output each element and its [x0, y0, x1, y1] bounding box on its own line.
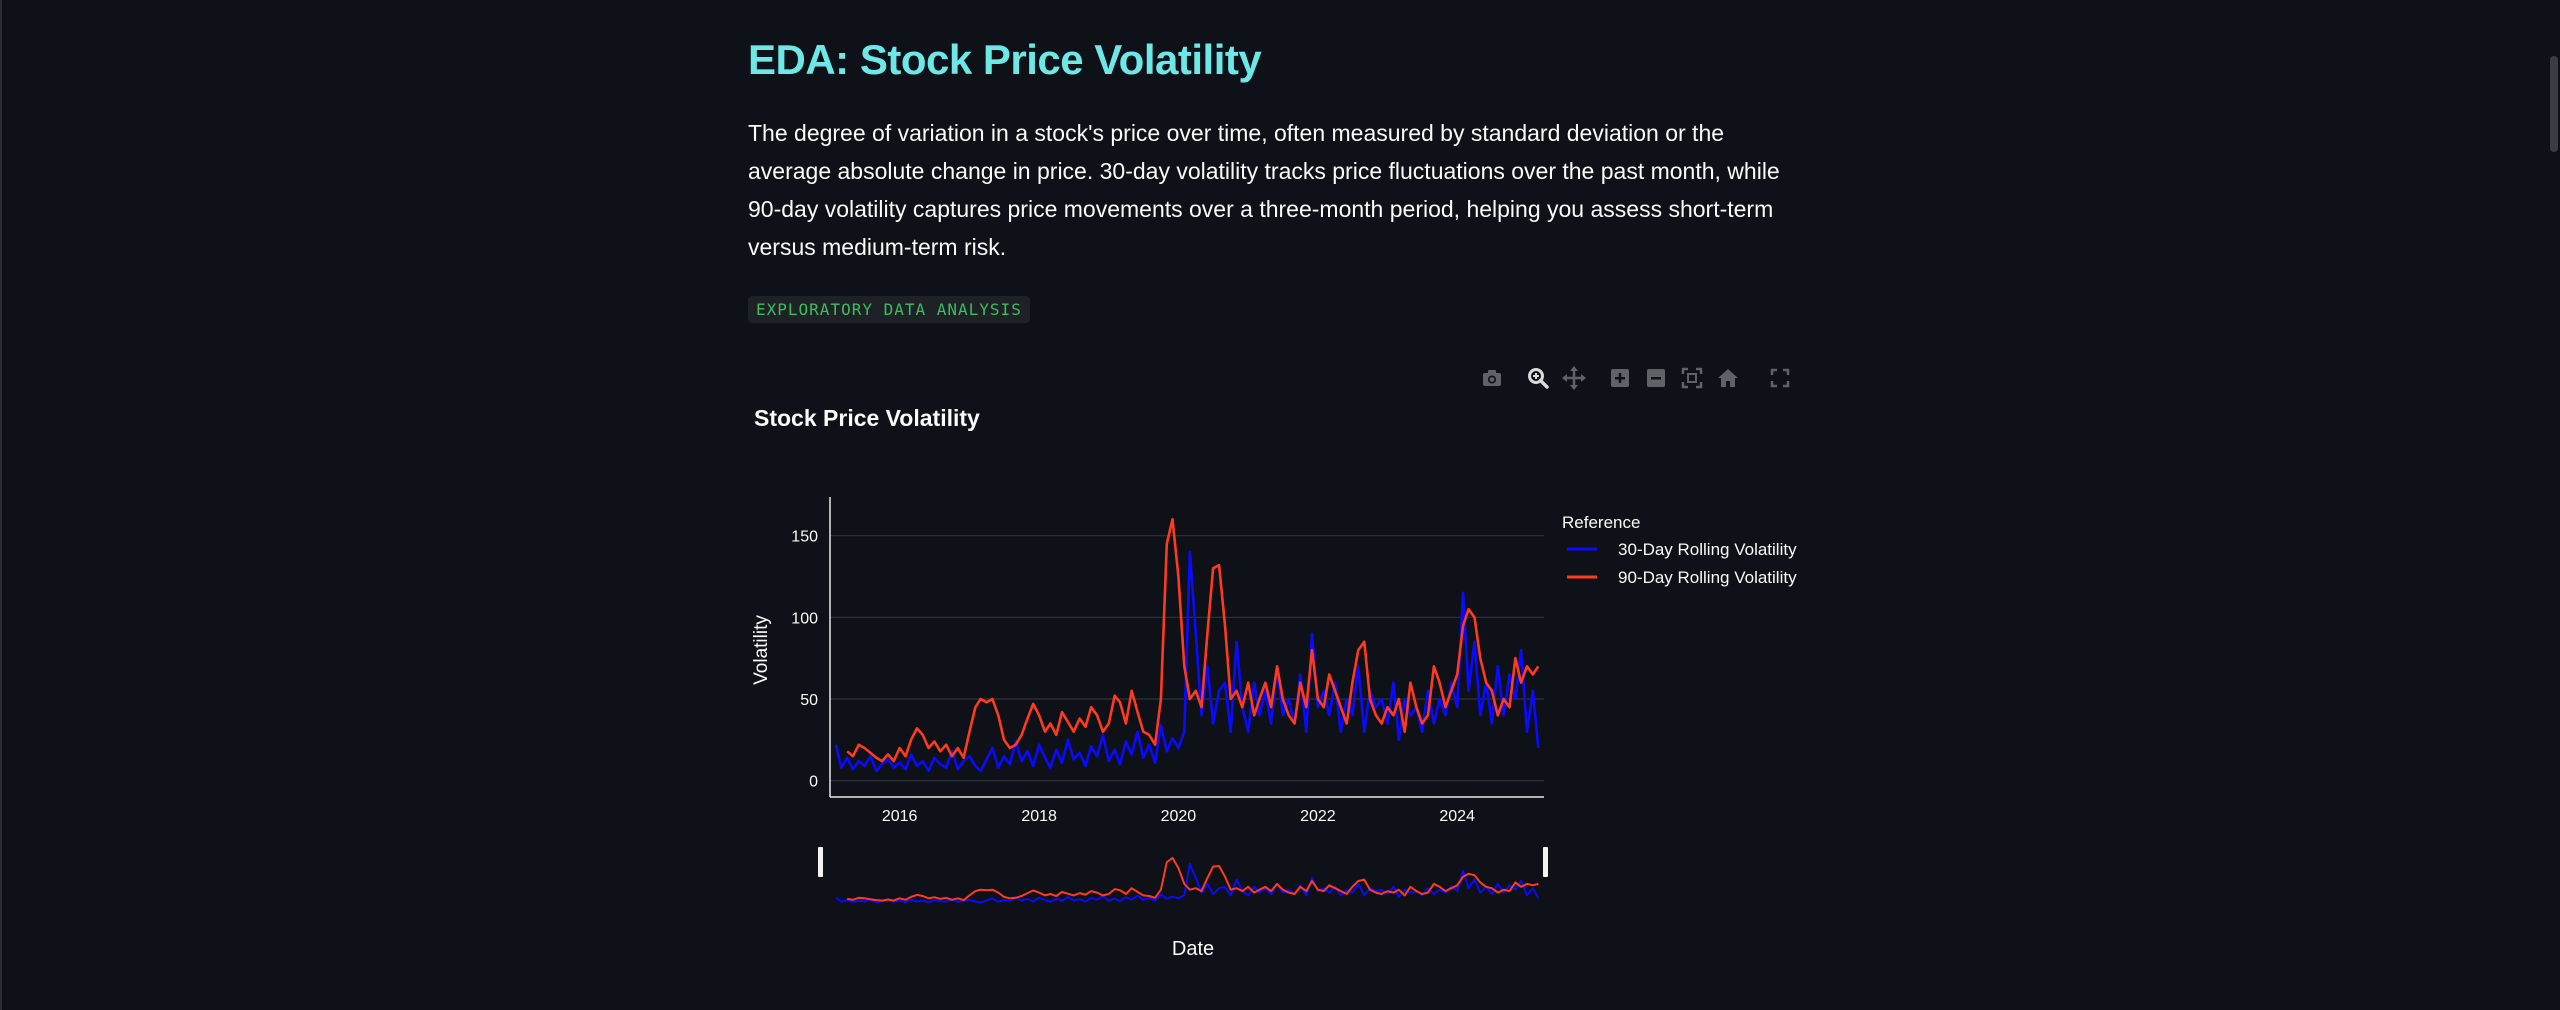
page-scrollbar[interactable] — [2546, 0, 2560, 1010]
series-line-30-day — [836, 552, 1538, 771]
autoscale-icon[interactable] — [1678, 364, 1706, 392]
legend-label-30-day: 30-Day Rolling Volatility — [1618, 540, 1797, 559]
chart-svg: Stock Price Volatility 0 50 100 150 2016 2018… — [742, 395, 1822, 975]
volatility-chart[interactable]: Stock Price Volatility 0 50 100 150 2016 2018… — [742, 395, 1822, 975]
series-layer — [836, 519, 1538, 771]
y-tick-label-150: 150 — [791, 529, 818, 546]
zoom-out-icon[interactable] — [1642, 364, 1670, 392]
zoom-in-icon[interactable] — [1606, 364, 1634, 392]
x-axis-label: Date — [1172, 938, 1214, 960]
x-tick-label-2020: 2020 — [1161, 808, 1197, 825]
legend[interactable]: Reference 30-Day Rolling Volatility 90-D… — [1562, 513, 1797, 587]
legend-title: Reference — [1562, 513, 1640, 532]
home-icon[interactable] — [1714, 364, 1742, 392]
camera-icon[interactable] — [1478, 364, 1506, 392]
y-axis-label: Volatility — [751, 615, 772, 685]
slider-line-30-day — [836, 864, 1538, 903]
x-tick-label-2024: 2024 — [1439, 808, 1475, 825]
x-tick-label-2016: 2016 — [882, 808, 918, 825]
legend-label-90-day: 90-Day Rolling Volatility — [1618, 568, 1797, 587]
window-edge — [0, 0, 2, 1010]
zoom-icon[interactable] — [1524, 364, 1552, 392]
page-description: The degree of variation in a stock's pri… — [748, 114, 1798, 266]
series-line-90-day — [847, 519, 1538, 761]
range-slider[interactable] — [818, 847, 1548, 902]
pan-icon[interactable] — [1560, 364, 1588, 392]
legend-item-30-day[interactable]: 30-Day Rolling Volatility — [1567, 540, 1797, 559]
y-tick-label-50: 50 — [800, 692, 818, 709]
x-tick-label-2022: 2022 — [1300, 808, 1336, 825]
scrollbar-thumb[interactable] — [2550, 56, 2558, 152]
fullscreen-icon[interactable] — [1766, 364, 1794, 392]
y-tick-label-0: 0 — [809, 774, 818, 791]
y-tick-label-100: 100 — [791, 610, 818, 627]
chart-modebar — [1478, 364, 1798, 392]
chart-title: Stock Price Volatility — [754, 405, 980, 431]
legend-item-90-day[interactable]: 90-Day Rolling Volatility — [1567, 568, 1797, 587]
range-slider-left-handle — [818, 847, 823, 877]
range-slider-right-handle — [1543, 847, 1548, 877]
x-tick-label-2018: 2018 — [1021, 808, 1057, 825]
page-title: EDA: Stock Price Volatility — [748, 36, 1261, 84]
section-tag: EXPLORATORY DATA ANALYSIS — [748, 296, 1030, 323]
